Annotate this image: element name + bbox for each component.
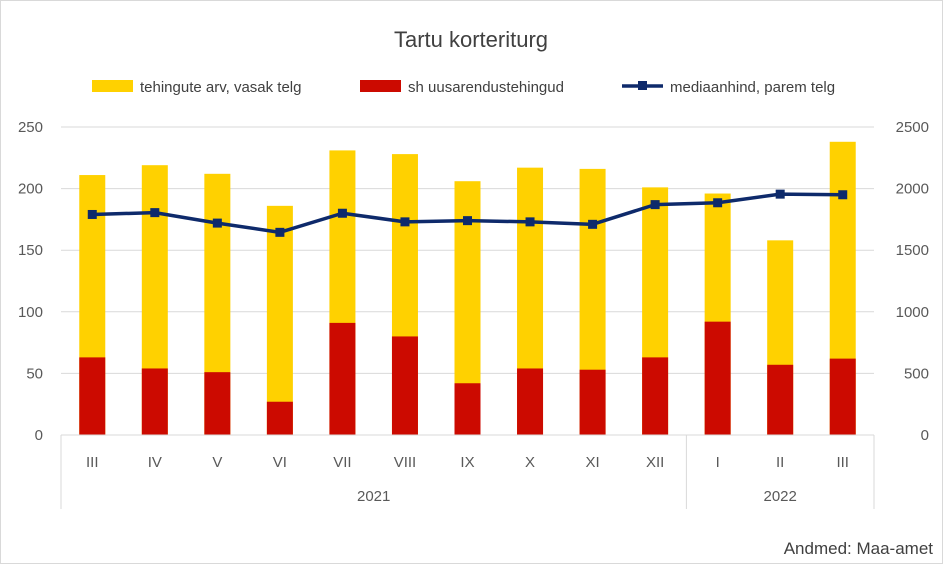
median-point	[588, 219, 598, 229]
legend-label-new-dev: sh uusarendustehingud	[408, 79, 564, 96]
y-left-tick-label: 0	[35, 427, 43, 444]
y-right-tick-label: 1500	[896, 242, 929, 259]
x-tick-label: V	[212, 454, 222, 471]
median-point	[775, 189, 785, 199]
x-group-label: 2021	[357, 488, 390, 505]
bar-new-dev	[79, 357, 106, 435]
x-tick-label: XII	[646, 454, 664, 471]
legend-swatch-new-dev	[360, 80, 401, 92]
median-line	[87, 189, 848, 237]
bar-new-dev	[391, 336, 418, 435]
median-point	[337, 208, 347, 218]
median-point	[650, 200, 660, 210]
x-tick-label: I	[716, 454, 720, 471]
bar-new-dev	[767, 364, 794, 435]
bar-new-dev	[517, 368, 544, 435]
source-note: Andmed: Maa-amet	[784, 539, 934, 558]
bar-new-dev	[141, 368, 168, 435]
y-left-tick-label: 200	[18, 181, 43, 198]
bar-new-dev	[454, 383, 481, 435]
median-point	[212, 218, 222, 228]
y-right-tick-label: 2500	[896, 119, 929, 136]
median-point	[838, 190, 848, 200]
chart-title: Tartu korteriturg	[394, 27, 548, 52]
y-right-tick-label: 1000	[896, 304, 929, 321]
legend: tehingute arv, vasak telg sh uusarendust…	[92, 79, 835, 96]
y-axis-left: 0 50 100 150 200 250	[18, 119, 43, 444]
median-point	[275, 227, 285, 237]
x-tick-label: X	[525, 454, 535, 471]
bar-new-dev	[579, 369, 606, 435]
legend-label-deals: tehingute arv, vasak telg	[140, 79, 301, 96]
legend-label-median: mediaanhind, parem telg	[670, 79, 835, 96]
bar-new-dev	[704, 321, 731, 435]
x-group-label: 2022	[764, 488, 797, 505]
legend-swatch-deals	[92, 80, 133, 92]
bar-new-dev	[642, 357, 669, 435]
bar-deals	[266, 205, 293, 435]
bar-new-dev	[266, 401, 293, 435]
legend-marker-median	[638, 81, 647, 90]
median-point	[87, 209, 97, 219]
y-left-tick-label: 50	[26, 365, 43, 382]
x-tick-label: XI	[585, 454, 599, 471]
x-tick-label: IX	[460, 454, 474, 471]
bars-new-dev	[79, 321, 856, 435]
y-right-tick-label: 2000	[896, 181, 929, 198]
y-right-tick-label: 0	[921, 427, 929, 444]
median-point	[400, 217, 410, 227]
bar-new-dev	[829, 358, 856, 435]
y-left-tick-label: 150	[18, 242, 43, 259]
median-point	[150, 208, 160, 218]
bar-new-dev	[329, 322, 356, 435]
median-point	[525, 217, 535, 227]
y-left-tick-label: 100	[18, 304, 43, 321]
x-tick-label: III	[836, 454, 849, 471]
x-tick-label: III	[86, 454, 99, 471]
y-left-tick-label: 250	[18, 119, 43, 136]
y-axis-right: 0 500 1000 1500 2000 2500	[896, 119, 929, 444]
median-point	[713, 198, 723, 208]
x-tick-label: VIII	[394, 454, 417, 471]
x-tick-label: II	[776, 454, 784, 471]
x-tick-label: VII	[333, 454, 351, 471]
median-point	[463, 216, 472, 226]
x-tick-label: VI	[273, 454, 287, 471]
y-right-tick-label: 500	[904, 365, 929, 382]
x-tick-label: IV	[148, 454, 162, 471]
bar-new-dev	[204, 372, 231, 435]
